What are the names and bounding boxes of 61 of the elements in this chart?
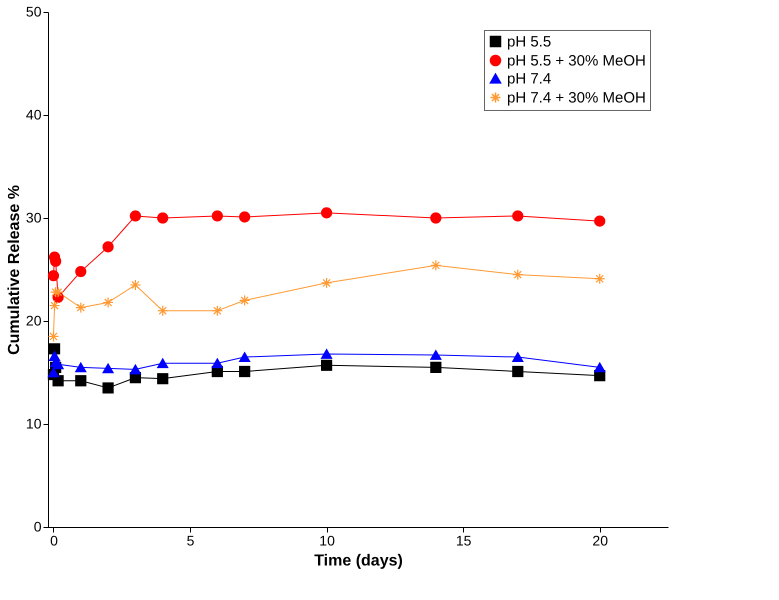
y-tick-label: 50 bbox=[26, 4, 42, 20]
x-tick-label: 15 bbox=[456, 532, 472, 548]
point bbox=[157, 212, 168, 224]
x-tick-label: 0 bbox=[50, 532, 58, 548]
y-tick-label: 40 bbox=[26, 106, 42, 122]
y-axis-title: Cumulative Release % bbox=[6, 185, 23, 355]
point bbox=[212, 358, 223, 368]
point bbox=[239, 294, 250, 306]
point bbox=[320, 277, 332, 288]
point bbox=[430, 362, 442, 373]
legend-label: pH 7.4 + 30% MeOH bbox=[507, 90, 646, 106]
point bbox=[594, 362, 606, 372]
legend-label: pH 5.5 bbox=[507, 34, 552, 50]
point bbox=[157, 305, 168, 316]
point bbox=[102, 382, 114, 394]
point bbox=[48, 343, 60, 354]
point bbox=[52, 286, 64, 298]
point bbox=[48, 330, 60, 342]
point bbox=[430, 260, 442, 271]
point bbox=[320, 360, 332, 371]
point bbox=[430, 350, 442, 360]
point bbox=[130, 210, 141, 222]
point bbox=[212, 305, 223, 316]
point bbox=[102, 296, 114, 308]
point bbox=[239, 211, 250, 223]
point bbox=[130, 279, 141, 291]
point bbox=[512, 269, 524, 280]
point bbox=[75, 375, 86, 386]
x-tick-label: 20 bbox=[592, 532, 608, 548]
y-tick-label: 30 bbox=[26, 210, 42, 226]
legend-label: pH 5.5 + 30% MeOH bbox=[507, 52, 646, 70]
point bbox=[75, 302, 86, 314]
point bbox=[48, 270, 60, 282]
point bbox=[75, 266, 86, 278]
point bbox=[594, 216, 606, 227]
y-tick-label: 20 bbox=[26, 312, 42, 328]
point bbox=[512, 352, 524, 362]
point bbox=[157, 358, 168, 368]
point bbox=[102, 241, 114, 252]
point bbox=[157, 373, 168, 384]
point bbox=[212, 210, 223, 222]
point bbox=[130, 364, 141, 374]
x-tick-label: 5 bbox=[186, 532, 195, 548]
point bbox=[48, 368, 60, 378]
point bbox=[75, 362, 86, 372]
legend-label: pH 7.4 bbox=[507, 70, 552, 88]
x-tick-label: 10 bbox=[319, 532, 336, 548]
x-axis-title: Time (days) bbox=[314, 552, 403, 570]
point bbox=[594, 273, 606, 284]
y-tick-label: 0 bbox=[34, 518, 42, 534]
point bbox=[320, 207, 332, 218]
point bbox=[512, 366, 524, 378]
point bbox=[48, 300, 60, 312]
point bbox=[430, 212, 442, 224]
point bbox=[512, 210, 524, 222]
point bbox=[102, 363, 114, 374]
point bbox=[239, 366, 250, 378]
point bbox=[239, 352, 250, 362]
y-tick-label: 10 bbox=[26, 416, 42, 432]
point bbox=[320, 349, 332, 359]
point bbox=[50, 286, 62, 298]
